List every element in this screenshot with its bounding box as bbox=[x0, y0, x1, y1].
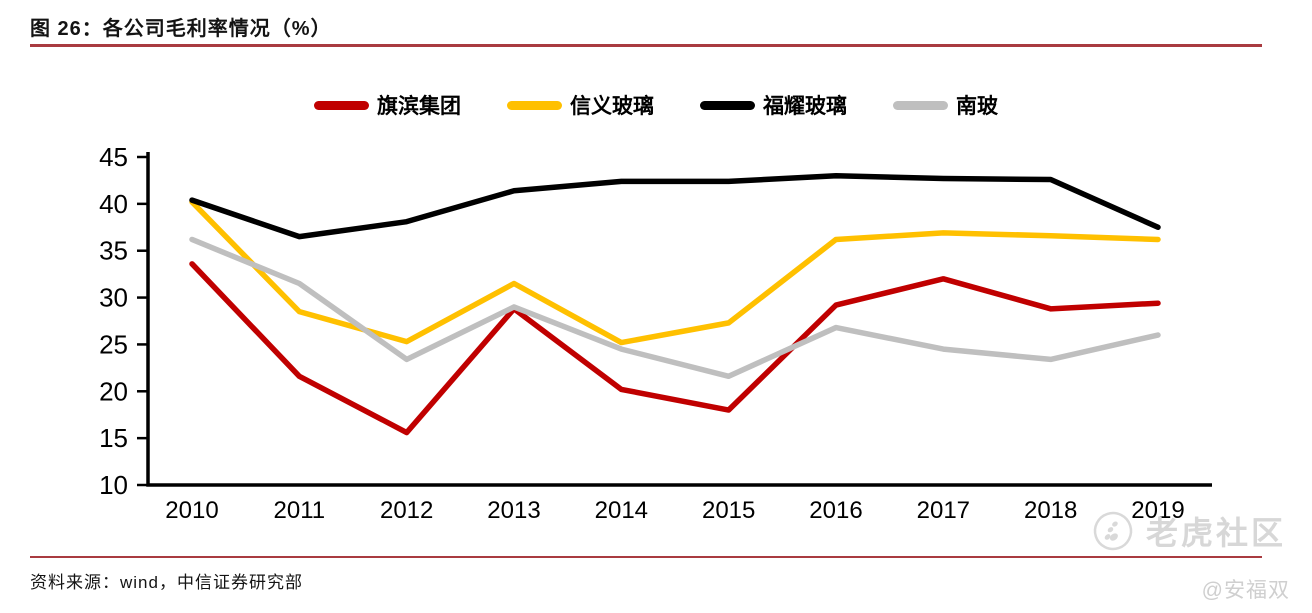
legend-label-3: 南玻 bbox=[956, 95, 998, 118]
watermark-user-label: @安福双 bbox=[1201, 579, 1290, 602]
series-line-1 bbox=[189, 199, 1161, 346]
x-axis-label-9: 2019 bbox=[1131, 497, 1184, 524]
figure-title: 图 26：各公司毛利率情况（%） bbox=[30, 18, 332, 40]
x-axis-label-5: 2015 bbox=[702, 497, 755, 524]
chart-area: 10 15 20 25 30 35 40 45 2010 2011 2012 2013 2014 2015… bbox=[0, 140, 1312, 540]
legend-swatch-3 bbox=[893, 100, 948, 110]
y-axis-label-5: 35 bbox=[99, 236, 128, 266]
source-note: 资料来源：wind，中信证券研究部 bbox=[30, 573, 303, 592]
x-axis-label-3: 2013 bbox=[487, 497, 540, 524]
legend-item-3: 南玻 bbox=[893, 90, 998, 120]
legend-item-2: 福耀玻璃 bbox=[700, 90, 847, 120]
y-axis-label-4: 30 bbox=[99, 283, 128, 313]
legend-label-1: 信义玻璃 bbox=[570, 95, 654, 118]
y-axis-label-2: 20 bbox=[99, 376, 128, 406]
legend-label-0: 旗滨集团 bbox=[377, 95, 461, 118]
y-axis-label-1: 15 bbox=[99, 423, 128, 453]
x-axis-label-4: 2014 bbox=[595, 497, 648, 524]
x-axis-label-8: 2018 bbox=[1024, 497, 1077, 524]
y-axis-label-7: 45 bbox=[99, 142, 128, 172]
y-axis-label-0: 10 bbox=[99, 470, 128, 500]
y-axis-label-6: 40 bbox=[99, 189, 128, 219]
x-axis-label-2: 2012 bbox=[380, 497, 433, 524]
x-axis-label-0: 2010 bbox=[165, 497, 218, 524]
line-chart: 10 15 20 25 30 35 40 45 2010 2011 2012 2013 2014 2015… bbox=[99, 142, 1212, 524]
legend-label-2: 福耀玻璃 bbox=[763, 95, 847, 118]
legend-swatch-2 bbox=[700, 100, 755, 110]
series-line-2 bbox=[189, 172, 1161, 240]
x-axis-label-6: 2016 bbox=[809, 497, 862, 524]
title-divider bbox=[30, 44, 1262, 47]
axis-lines bbox=[146, 152, 1212, 487]
legend-item-0: 旗滨集团 bbox=[314, 90, 461, 120]
legend-swatch-0 bbox=[314, 100, 369, 110]
series-line-0 bbox=[189, 261, 1161, 436]
series-line-3 bbox=[189, 236, 1161, 380]
legend-swatch-1 bbox=[507, 100, 562, 110]
x-axis-label-1: 2011 bbox=[274, 497, 326, 524]
footer-divider bbox=[30, 556, 1262, 558]
y-axis-label-3: 25 bbox=[99, 329, 128, 359]
x-axis-label-7: 2017 bbox=[917, 497, 970, 524]
chart-legend: 旗滨集团 信义玻璃 福耀玻璃 南玻 bbox=[0, 90, 1312, 120]
legend-item-1: 信义玻璃 bbox=[507, 90, 654, 120]
